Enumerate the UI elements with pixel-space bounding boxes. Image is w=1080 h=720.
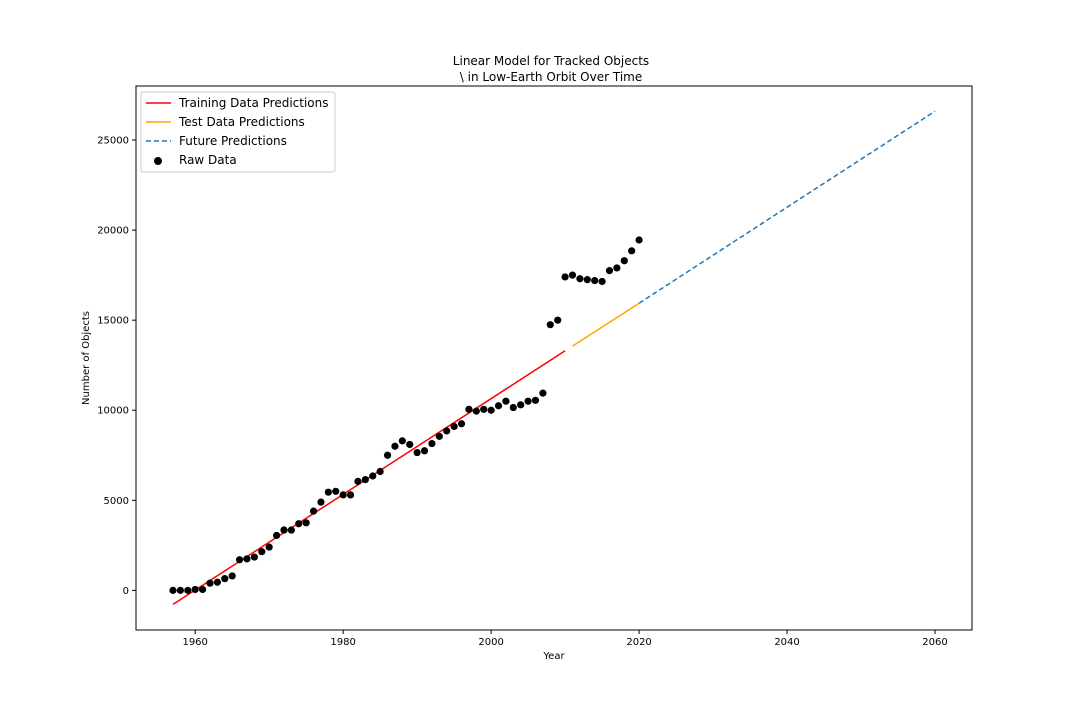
raw-data-point bbox=[546, 321, 554, 329]
raw-data-point bbox=[591, 276, 599, 285]
raw-data-point bbox=[302, 519, 310, 527]
raw-data-point bbox=[450, 422, 458, 431]
raw-data-point bbox=[206, 579, 214, 587]
y-tick-label: 10000 bbox=[97, 406, 129, 417]
x-axis-ticks: 1960 1980 2000 2020 2040 2060 bbox=[182, 630, 948, 648]
x-tick-label: 2060 bbox=[922, 637, 947, 648]
raw-data-point bbox=[605, 267, 614, 275]
raw-data-point bbox=[517, 401, 525, 409]
legend-label-raw: Raw Data bbox=[179, 153, 237, 167]
raw-data-point bbox=[420, 447, 429, 455]
raw-data-point bbox=[228, 572, 236, 580]
raw-data-point bbox=[457, 420, 466, 428]
raw-data-point bbox=[309, 507, 318, 515]
raw-data-point bbox=[487, 406, 495, 414]
raw-data-point bbox=[324, 488, 332, 496]
raw-data-point bbox=[531, 396, 540, 404]
raw-data-point bbox=[250, 553, 258, 561]
raw-data-point bbox=[265, 543, 273, 551]
y-tick-label: 25000 bbox=[97, 136, 129, 147]
raw-data-point bbox=[620, 257, 628, 265]
raw-data-point bbox=[568, 271, 577, 279]
raw-data-point bbox=[169, 586, 177, 594]
raw-data-point bbox=[598, 277, 606, 286]
raw-data-point bbox=[554, 316, 562, 324]
raw-data-point bbox=[369, 472, 377, 480]
raw-data-point bbox=[295, 520, 303, 528]
raw-data-point bbox=[539, 389, 547, 397]
chart-title-line-2: \ in Low-Earth Orbit Over Time bbox=[460, 70, 642, 84]
raw-data-point bbox=[443, 427, 451, 435]
raw-data-point bbox=[383, 451, 392, 459]
raw-data-point bbox=[524, 397, 532, 405]
legend-label-test: Test Data Predictions bbox=[178, 115, 305, 129]
raw-data-point bbox=[317, 498, 325, 506]
raw-data-point bbox=[502, 397, 510, 405]
raw-data-point bbox=[398, 437, 406, 445]
raw-data-point bbox=[184, 586, 192, 594]
x-tick-label: 1960 bbox=[182, 637, 207, 648]
raw-data-point bbox=[339, 491, 347, 499]
raw-data-point bbox=[391, 442, 399, 450]
raw-data-point bbox=[628, 247, 636, 255]
x-tick-label: 2000 bbox=[478, 637, 503, 648]
raw-data-point bbox=[213, 578, 221, 586]
x-axis-label: Year bbox=[542, 651, 565, 662]
raw-data-point bbox=[465, 405, 473, 413]
raw-data-point bbox=[176, 586, 184, 594]
raw-data-point bbox=[272, 531, 281, 540]
y-tick-label: 5000 bbox=[104, 496, 129, 507]
raw-data-point bbox=[258, 548, 266, 556]
raw-data-point bbox=[198, 585, 207, 594]
raw-data-point bbox=[243, 555, 251, 563]
y-tick-label: 20000 bbox=[97, 226, 129, 237]
raw-data-point bbox=[472, 407, 480, 415]
chart-title-line-1: Linear Model for Tracked Objects bbox=[453, 54, 649, 68]
series-line-future-predictions bbox=[638, 110, 936, 304]
raw-data-point bbox=[287, 526, 295, 534]
raw-data-point bbox=[280, 526, 288, 534]
raw-data-point bbox=[428, 439, 436, 448]
raw-data-point bbox=[583, 276, 591, 284]
legend-box bbox=[140, 91, 336, 173]
raw-data-point bbox=[480, 405, 488, 413]
legend-label-future: Future Predictions bbox=[179, 134, 287, 148]
y-axis-label: Number of Objects bbox=[81, 311, 92, 405]
raw-data-point bbox=[332, 487, 340, 495]
series-line-test-data-predictions bbox=[572, 302, 640, 347]
raw-data-point bbox=[435, 432, 443, 440]
legend: Training Data Predictions Test Data Pred… bbox=[140, 91, 336, 173]
x-tick-label: 2040 bbox=[774, 637, 799, 648]
y-tick-label: 0 bbox=[123, 586, 129, 597]
y-axis-ticks: 0 5000 10000 15000 20000 25000 bbox=[97, 136, 136, 597]
legend-label-training: Training Data Predictions bbox=[178, 96, 329, 110]
raw-data-point bbox=[635, 236, 643, 244]
series-layer bbox=[169, 110, 936, 606]
legend-swatch-raw bbox=[154, 157, 162, 165]
raw-data-point bbox=[613, 264, 621, 272]
raw-data-point bbox=[413, 448, 421, 457]
raw-data-point bbox=[509, 403, 517, 412]
y-tick-label: 15000 bbox=[97, 316, 129, 327]
raw-data-point bbox=[376, 467, 384, 476]
raw-data-point bbox=[235, 556, 244, 564]
raw-data-point bbox=[221, 575, 229, 583]
raw-data-point bbox=[561, 273, 569, 281]
raw-data-point bbox=[354, 477, 362, 485]
raw-data-point bbox=[576, 275, 584, 283]
x-tick-label: 1980 bbox=[330, 637, 355, 648]
raw-data-point bbox=[191, 585, 199, 594]
raw-data-point bbox=[361, 475, 369, 484]
raw-data-point bbox=[346, 491, 355, 499]
x-tick-label: 2020 bbox=[626, 637, 651, 648]
raw-data-point bbox=[406, 440, 414, 449]
raw-data-point bbox=[494, 402, 503, 410]
